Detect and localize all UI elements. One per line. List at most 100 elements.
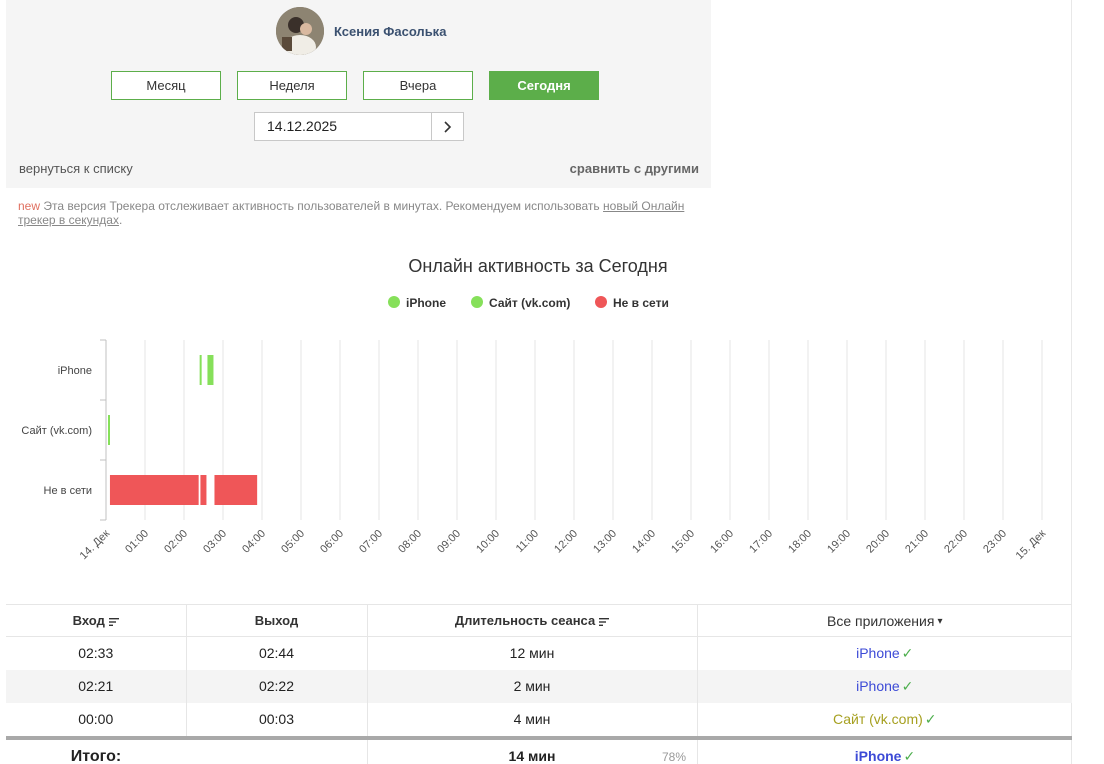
period-week-button[interactable]: Неделя: [237, 71, 347, 100]
session-app: Сайт (vk.com) ✓: [697, 703, 1072, 736]
logout-header-label: Выход: [254, 613, 299, 628]
check-icon: ✓: [901, 677, 914, 694]
date-next-button[interactable]: [431, 112, 464, 141]
activity-chart: Онлайн активность за Сегодня iPhone Сайт …: [21, 256, 1049, 563]
table-row: 00:00 00:03 4 мин Сайт (vk.com) ✓: [6, 702, 1072, 736]
x-axis-label: 10:00: [474, 528, 502, 556]
y-axis-label: iPhone: [58, 365, 92, 377]
x-axis-label: 15. Дек: [1014, 528, 1049, 563]
x-axis-label: 13:00: [591, 528, 619, 556]
x-axis-label: 22:00: [942, 528, 970, 556]
login-time: 02:21: [6, 669, 187, 703]
x-axis-label: 17:00: [747, 528, 775, 556]
new-tracker-link[interactable]: новый Онлайн трекер в секундах: [18, 199, 685, 227]
x-axis-label: 05:00: [279, 528, 307, 556]
x-axis-label: 04:00: [240, 528, 268, 556]
timeline-bar[interactable]: [108, 415, 110, 445]
compare-link[interactable]: сравнить с другими: [569, 161, 699, 176]
y-axis-label: Не в сети: [44, 485, 92, 497]
total-separator: [367, 740, 368, 764]
x-axis-label: 14:00: [630, 528, 658, 556]
x-axis-label: 18:00: [786, 528, 814, 556]
avatar[interactable]: [276, 7, 324, 55]
table-row: 02:33 02:44 12 мин iPhone ✓: [6, 636, 1072, 670]
legend-item[interactable]: iPhone: [406, 296, 446, 310]
x-axis-label: 20:00: [864, 528, 892, 556]
login-header-label: Вход: [72, 613, 105, 628]
timeline-bar[interactable]: [214, 475, 258, 505]
total-duration: 14 мин: [508, 748, 556, 764]
x-axis-label: 09:00: [435, 528, 463, 556]
chevron-right-icon: [443, 121, 451, 133]
session-duration: 2 мин: [367, 669, 698, 703]
chart-y-labels: iPhone Сайт (vk.com) Не в сети: [21, 365, 92, 497]
notice-suffix: .: [118, 213, 123, 227]
logout-time: 00:03: [186, 702, 368, 736]
chart-legend: iPhone Сайт (vk.com) Не в сети: [388, 296, 669, 310]
sort-icon: [108, 617, 119, 626]
x-axis-label: 02:00: [162, 528, 190, 556]
logout-column-header: Выход: [186, 604, 368, 637]
back-to-list-link[interactable]: вернуться к списку: [19, 161, 133, 176]
app-label: Сайт (vk.com): [832, 710, 923, 727]
total-row: Итого: 14 мин 78% iPhone ✓: [6, 740, 1072, 764]
chart-x-labels: 14. Дек 01:00 02:00 03:00 04:00 05:00 06:00 07:…: [78, 528, 1049, 563]
x-axis-label: 16:00: [708, 528, 736, 556]
date-input[interactable]: 14.12.2025: [254, 112, 432, 141]
logout-time: 02:44: [186, 636, 368, 670]
x-axis-label: 23:00: [981, 528, 1009, 556]
timeline-bar[interactable]: [207, 355, 214, 385]
apps-filter-dropdown[interactable]: Все приложения ▾: [697, 604, 1072, 637]
x-axis-label: 19:00: [825, 528, 853, 556]
total-separator: [697, 740, 698, 764]
x-axis-label: 11:00: [514, 528, 541, 555]
period-yesterday-button[interactable]: Вчера: [363, 71, 473, 100]
table-header-row: Вход Выход Длительность сеанса Все прило…: [6, 604, 1072, 637]
session-duration: 4 мин: [367, 702, 698, 736]
timeline-bar[interactable]: [199, 355, 202, 385]
sessions-table: Вход Выход Длительность сеанса Все прило…: [6, 604, 1072, 736]
x-axis-label: 15:00: [669, 528, 697, 556]
legend-marker: [595, 296, 607, 308]
duration-header-label: Длительность сеанса: [454, 613, 596, 628]
login-time: 02:33: [6, 636, 187, 670]
y-axis-label: Сайт (vk.com): [21, 425, 92, 437]
app-label: iPhone: [856, 677, 900, 694]
chart-bars: [108, 355, 258, 505]
new-badge: new: [18, 199, 41, 213]
period-today-button[interactable]: Сегодня: [489, 71, 599, 100]
login-time: 00:00: [6, 702, 187, 736]
legend-item[interactable]: Сайт (vk.com): [489, 296, 570, 310]
user-name[interactable]: Ксения Фасолька: [334, 24, 447, 39]
x-axis-label: 21:00: [903, 528, 931, 556]
x-axis-label: 03:00: [201, 528, 229, 556]
session-app: iPhone ✓: [697, 637, 1072, 670]
apps-header-label: Все приложения: [827, 612, 935, 629]
x-axis-label: 01:00: [123, 528, 151, 556]
sort-icon: [599, 617, 610, 626]
chart-title: Онлайн активность за Сегодня: [408, 256, 667, 276]
check-icon: ✓: [903, 748, 916, 764]
legend-item[interactable]: Не в сети: [613, 296, 669, 310]
main-panel: Ксения Фасолька Месяц Неделя Вчера Сегод…: [6, 0, 1072, 764]
notice: new Эта версия Трекера отслеживает актив…: [18, 199, 698, 227]
login-column-header[interactable]: Вход: [6, 604, 187, 637]
total-label: Итого:: [70, 748, 122, 764]
tracker-header-panel: Ксения Фасолька Месяц Неделя Вчера Сегод…: [6, 0, 711, 188]
x-axis-label: 12:00: [552, 528, 580, 556]
legend-marker: [471, 296, 483, 308]
x-axis-label: 06:00: [318, 528, 346, 556]
duration-column-header[interactable]: Длительность сеанса: [367, 604, 698, 637]
table-row: 02:21 02:22 2 мин iPhone ✓: [6, 669, 1072, 703]
check-icon: ✓: [901, 644, 914, 661]
timeline-bar[interactable]: [109, 475, 199, 505]
session-duration: 12 мин: [367, 636, 698, 670]
timeline-bar[interactable]: [200, 475, 207, 505]
total-app-label: iPhone: [854, 748, 902, 764]
total-percent: 78%: [662, 750, 687, 764]
logout-time: 02:22: [186, 669, 368, 703]
period-month-button[interactable]: Месяц: [111, 71, 221, 100]
app-label: iPhone: [856, 644, 900, 661]
x-axis-label: 14. Дек: [78, 528, 113, 563]
